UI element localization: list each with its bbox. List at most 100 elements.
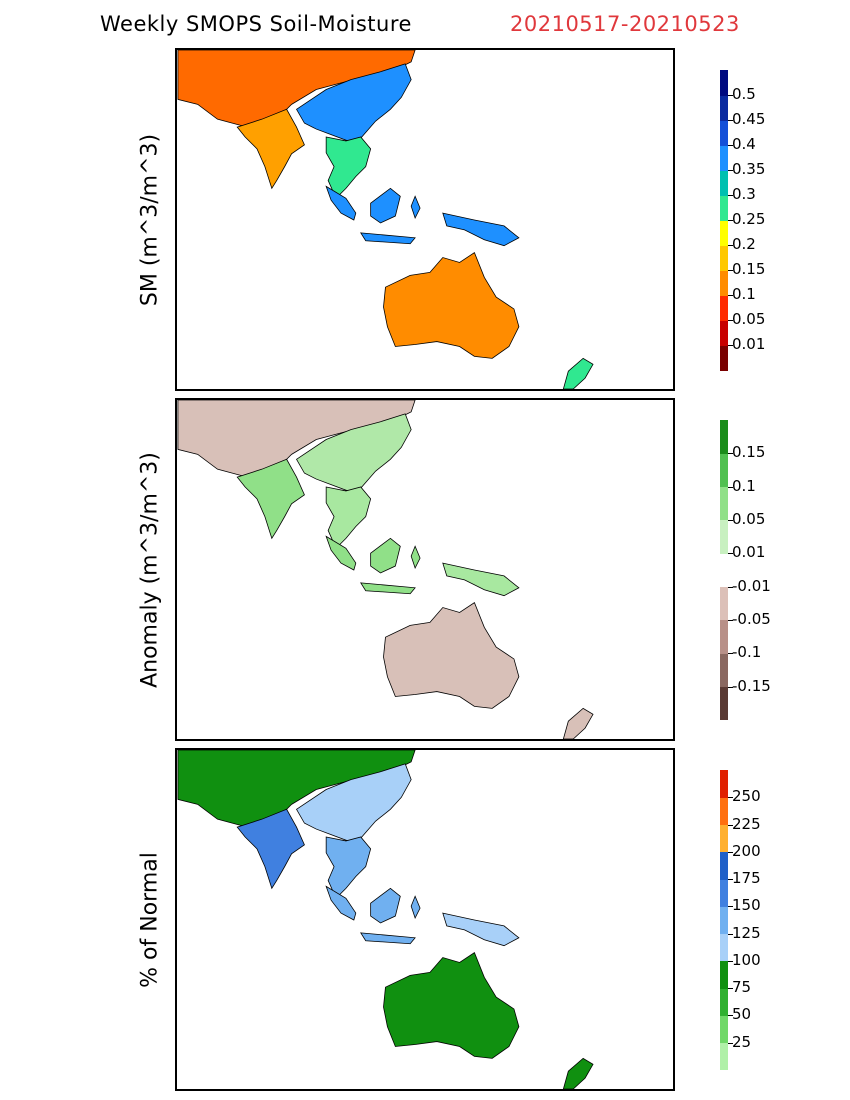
- colorbar-segment: [720, 653, 728, 688]
- date-range: 20210517-20210523: [510, 12, 740, 36]
- land-png: [442, 562, 520, 597]
- ylabel-text: SM (m^3/m^3): [137, 133, 163, 306]
- colorbar-tick: [728, 1042, 733, 1044]
- colorbar-segment: [720, 586, 728, 621]
- colorbar-label: 125: [732, 923, 761, 942]
- colorbar-label: 150: [732, 896, 761, 915]
- colorbar-label: 0.25: [732, 210, 766, 228]
- colorbar-label: 25: [732, 1032, 752, 1051]
- land-png: [442, 912, 520, 947]
- colorbar-segment: [720, 520, 728, 554]
- land-png: [442, 212, 520, 247]
- colorbar-label: 0.35: [732, 160, 766, 178]
- colorbar-segment: [720, 95, 728, 121]
- colorbar-tick: [728, 195, 733, 196]
- colorbar-label: 0.05: [732, 510, 766, 528]
- colorbar-label: 0.01: [732, 335, 766, 353]
- colorbar-segment: [720, 270, 728, 296]
- colorbar-tick: [728, 824, 733, 826]
- colorbar-segment: [720, 345, 728, 371]
- map-panel-anomaly: [175, 398, 675, 741]
- colorbar-tick: [728, 245, 733, 246]
- colorbar-tick: [728, 553, 733, 555]
- colorbar-label: -0.1: [732, 643, 762, 662]
- colorbar-tick: [728, 686, 733, 688]
- colorbar-tick: [728, 345, 733, 346]
- land-se-asia: [325, 136, 372, 199]
- colorbar-segment: [720, 1015, 728, 1044]
- chart-title: Weekly SMOPS Soil-Moisture: [100, 12, 412, 36]
- colorbar-segment: [720, 245, 728, 271]
- colorbar-label: 0.3: [732, 185, 756, 203]
- colorbar-segment: [720, 420, 728, 454]
- colorbar-segment: [720, 170, 728, 196]
- colorbar-label: 0.15: [732, 260, 766, 278]
- land-india: [236, 108, 305, 190]
- colorbar-label: 0.4: [732, 135, 756, 153]
- colorbar-segment: [720, 553, 728, 588]
- colorbar-label: 0.15: [732, 443, 766, 462]
- land-india: [236, 458, 305, 540]
- colorbar-segment: [720, 879, 728, 907]
- colorbar-tick: [728, 851, 733, 853]
- ylabel-text: % of Normal: [137, 851, 163, 988]
- colorbar-segment: [720, 620, 728, 654]
- colorbar-label: 200: [732, 841, 761, 860]
- map-panel-sm: [175, 48, 675, 391]
- colorbar-segment: [720, 933, 728, 962]
- colorbar-tick: [728, 220, 733, 221]
- colorbar-tick: [728, 988, 733, 990]
- land-north-asia: [177, 400, 416, 478]
- colorbar-segment: [720, 797, 728, 826]
- colorbar-label: 100: [732, 950, 761, 969]
- colorbar-tick: [728, 486, 733, 488]
- colorbar-tick: [728, 320, 733, 321]
- colorbar-tick: [728, 453, 733, 455]
- colorbar-segment: [720, 486, 728, 521]
- colorbar-label: 225: [732, 814, 761, 833]
- land-australia: [383, 952, 520, 1059]
- colorbar-segment: [720, 988, 728, 1016]
- colorbar-segment: [720, 960, 728, 989]
- ylabel-text: Anomaly (m^3/m^3): [137, 451, 163, 688]
- colorbar-tick: [728, 120, 733, 121]
- land-nz: [562, 1057, 594, 1089]
- colorbar-tick: [728, 586, 733, 588]
- colorbar-tick: [728, 797, 733, 799]
- colorbar-segment: [720, 295, 728, 321]
- colorbar-tick: [728, 906, 733, 908]
- colorbar-segment: [720, 686, 728, 721]
- colorbar-segment: [720, 220, 728, 246]
- colorbar-label: 0.45: [732, 110, 766, 128]
- land-australia: [383, 602, 520, 709]
- colorbar-segment: [720, 195, 728, 221]
- land-china-east: [295, 413, 412, 492]
- land-north-asia: [177, 750, 416, 828]
- colorbar-sm: 0.01 0.05 0.1 0.15 0.2 0.25 0.3 0.35 0.4 0.45 0.5: [720, 70, 765, 371]
- colorbar-tick: [728, 879, 733, 881]
- land-australia: [383, 252, 520, 359]
- colorbar-segment: [720, 120, 728, 146]
- colorbar-segment: [720, 320, 728, 346]
- colorbar-segment: [720, 1042, 728, 1071]
- map-svg: [177, 50, 594, 389]
- land-maritime: [325, 535, 421, 595]
- land-maritime: [325, 185, 421, 245]
- colorbar-segment: [720, 851, 728, 880]
- colorbar-segment: [720, 824, 728, 853]
- land-north-asia: [177, 50, 416, 128]
- colorbar-segment: [720, 906, 728, 935]
- colorbar-segment: [720, 453, 728, 488]
- colorbar-tick: [728, 145, 733, 146]
- colorbar-anomaly: -0.15 -0.1 -0.05 -0.01 0.01 0.05 0.1 0.15: [720, 420, 771, 721]
- map-panel-percent: [175, 748, 675, 1091]
- colorbar-tick: [728, 170, 733, 171]
- colorbar-label: 0.5: [732, 85, 756, 103]
- colorbar-segment: [720, 145, 728, 171]
- colorbar-label: 250: [732, 787, 761, 806]
- colorbar-label: -0.05: [732, 610, 771, 628]
- colorbar-tick: [728, 960, 733, 962]
- colorbar-label: 175: [732, 869, 761, 888]
- land-nz: [562, 357, 594, 389]
- land-china-east: [295, 63, 412, 142]
